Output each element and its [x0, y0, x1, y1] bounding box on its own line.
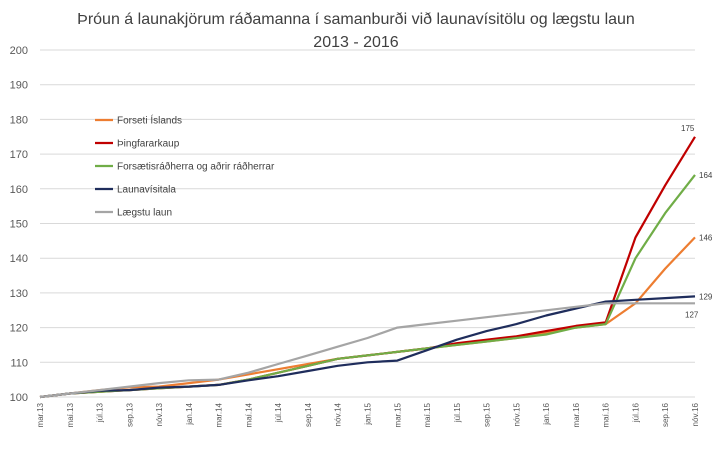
- y-tick-label: 120: [10, 323, 28, 335]
- x-tick-label: júl.13: [96, 402, 105, 423]
- legend-entry: Þingfararkaup: [117, 139, 180, 150]
- x-tick-label: sep.13: [125, 402, 134, 427]
- series-line: [39, 236, 696, 399]
- legend-entry: Launavísitala: [117, 185, 176, 196]
- x-tick-label: jan.16: [542, 402, 551, 425]
- x-tick-label: mar.14: [215, 402, 224, 427]
- legend-entry: Forsætisráðherra og aðrir ráðherrar: [117, 161, 275, 173]
- x-tick-label: mar.15: [393, 402, 402, 427]
- series-line: [39, 136, 696, 399]
- data-label: 146: [699, 233, 713, 242]
- x-tick-label: sep.14: [304, 402, 313, 427]
- chart-title: Þróun á launakjörum ráðamanna í samanbur…: [77, 11, 635, 28]
- series-lines: [39, 136, 696, 399]
- x-tick-label: sep.15: [483, 402, 492, 427]
- data-label: 175: [681, 124, 695, 133]
- y-tick-label: 150: [10, 219, 28, 231]
- legend-entry: Lægstu laun: [117, 208, 172, 219]
- x-tick-label: maí.14: [244, 402, 253, 427]
- gridlines: [40, 49, 695, 398]
- y-tick-label: 200: [10, 45, 28, 57]
- x-tick-label: sep.16: [661, 402, 670, 427]
- x-tick-label: júl.14: [274, 402, 283, 423]
- x-tick-label: jan.15: [364, 402, 373, 425]
- x-tick-label: júl.15: [453, 402, 462, 423]
- y-tick-label: 110: [10, 357, 28, 369]
- data-label: 164: [699, 171, 713, 180]
- data-label: 129: [699, 292, 713, 301]
- legend-entry: Forseti Íslands: [117, 114, 182, 127]
- series-line: [39, 295, 696, 399]
- x-tick-label: mar.13: [36, 402, 45, 427]
- x-tick-label: mar.16: [572, 402, 581, 427]
- legend: Forseti Íslands Þingfararkaup Forsætisráðh…: [95, 114, 275, 219]
- x-axis: mar.13 maí.13 júl.13 sep.13 nóv.13 jan.14 mar.…: [36, 402, 700, 427]
- x-tick-label: nóv.16: [691, 402, 700, 426]
- y-tick-label: 140: [10, 253, 28, 265]
- y-tick-label: 160: [10, 184, 28, 196]
- y-axis: 100 110 120 130 140 150 160 170 180 190 200: [10, 45, 28, 404]
- x-tick-label: nóv.14: [334, 402, 343, 426]
- y-tick-label: 170: [10, 149, 28, 161]
- x-tick-label: nóv.13: [155, 402, 164, 426]
- y-tick-label: 180: [10, 114, 28, 126]
- series-line: [39, 302, 695, 399]
- y-tick-label: 100: [10, 392, 28, 404]
- x-tick-label: maí.16: [602, 402, 611, 427]
- x-tick-label: maí.13: [66, 402, 75, 427]
- chart-subtitle: 2013 - 2016: [313, 34, 399, 51]
- x-tick-label: nóv.15: [512, 402, 521, 426]
- x-tick-label: júl.16: [631, 402, 640, 423]
- x-tick-label: jan.14: [185, 402, 194, 425]
- y-tick-label: 190: [10, 80, 28, 92]
- data-label: 127: [685, 310, 699, 319]
- x-tick-label: maí.15: [423, 402, 432, 427]
- y-tick-label: 130: [10, 288, 28, 300]
